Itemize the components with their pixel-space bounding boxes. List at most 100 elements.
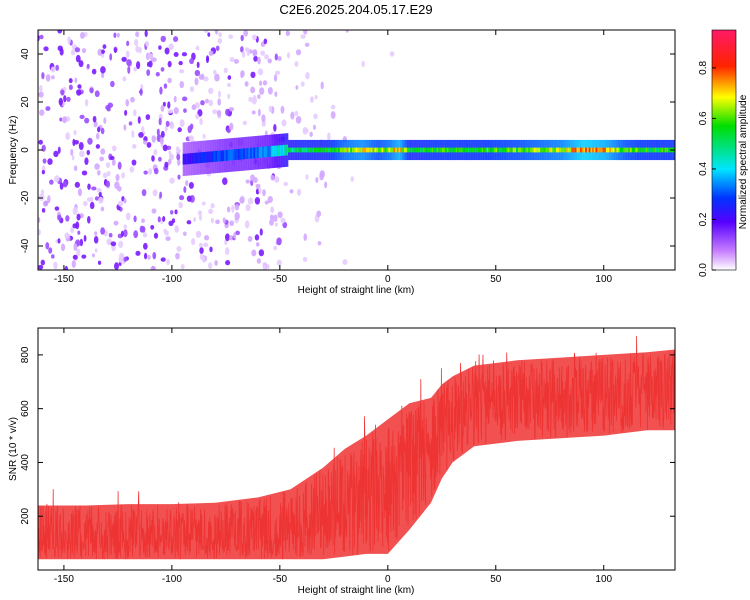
heatmap-cell bbox=[424, 147, 427, 153]
heatmap-cell bbox=[562, 147, 565, 153]
heatmap-cell bbox=[427, 147, 431, 153]
heatmap-cell bbox=[71, 155, 75, 161]
heatmap-cell bbox=[267, 58, 272, 64]
heatmap-cell bbox=[198, 242, 203, 248]
heatmap-cell bbox=[277, 56, 282, 62]
heatmap-cell bbox=[115, 174, 120, 182]
heatmap-cell bbox=[327, 132, 331, 141]
heatmap-cell bbox=[191, 104, 197, 111]
heatmap-cell bbox=[150, 266, 157, 270]
heatmap-cell bbox=[445, 147, 448, 153]
heatmap-cell bbox=[71, 260, 76, 268]
heatmap-cell bbox=[53, 150, 59, 158]
heatmap-cell bbox=[128, 121, 133, 126]
heatmap-cell bbox=[319, 147, 322, 153]
heatmap-cell bbox=[336, 147, 339, 153]
heatmap-cell bbox=[495, 147, 498, 153]
spectrogram-x-ticks: -150 -100 -50 0 50 100 bbox=[54, 30, 613, 285]
heatmap-cell bbox=[612, 147, 615, 153]
heatmap-cell bbox=[257, 94, 261, 99]
heatmap-cell bbox=[541, 147, 545, 153]
heatmap-cell bbox=[486, 147, 489, 153]
heatmap-cell bbox=[267, 146, 270, 158]
heatmap-cell bbox=[590, 147, 593, 153]
heatmap-cell bbox=[222, 150, 225, 162]
heatmap-cell bbox=[286, 30, 291, 36]
heatmap-cell bbox=[521, 147, 524, 153]
heatmap-cell bbox=[70, 49, 76, 56]
heatmap-cell bbox=[208, 151, 211, 163]
heatmap-cell bbox=[153, 232, 159, 239]
heatmap-cell bbox=[623, 147, 626, 153]
chart-title: C2E6.2025.204.05.17.E29 bbox=[279, 2, 432, 17]
heatmap-cell bbox=[153, 167, 159, 175]
heatmap-cell bbox=[92, 115, 97, 123]
heatmap-cell bbox=[384, 147, 387, 153]
heatmap-cell bbox=[151, 57, 157, 63]
heatmap-cell bbox=[72, 254, 78, 260]
heatmap-cell bbox=[165, 120, 170, 127]
heatmap-cell bbox=[350, 176, 354, 182]
heatmap-cell bbox=[159, 191, 163, 199]
snr-x-label: Height of straight line (km) bbox=[298, 585, 415, 596]
heatmap-cell bbox=[103, 117, 107, 124]
heatmap-cell bbox=[650, 147, 653, 153]
heatmap-cell bbox=[361, 60, 365, 68]
heatmap-cell bbox=[360, 147, 363, 153]
heatmap-cell bbox=[258, 187, 262, 194]
heatmap-cell bbox=[268, 105, 273, 113]
heatmap-cell bbox=[133, 109, 137, 117]
heatmap-cell bbox=[574, 147, 577, 153]
heatmap-cell bbox=[178, 60, 183, 66]
heatmap-cell bbox=[516, 147, 519, 153]
heatmap-cell bbox=[199, 247, 204, 255]
heatmap-cell bbox=[343, 147, 346, 153]
heatmap-cell bbox=[383, 147, 386, 153]
heatmap-cell bbox=[208, 50, 214, 56]
heatmap-cell bbox=[507, 147, 510, 153]
heatmap-cell bbox=[431, 147, 434, 153]
heatmap-cell bbox=[661, 147, 664, 153]
snr-x-ticks: -150 -100 -50 0 50 100 bbox=[54, 328, 613, 585]
heatmap-cell bbox=[459, 147, 462, 153]
snr-x-tick-label: -150 bbox=[54, 574, 74, 585]
heatmap-cell bbox=[173, 51, 179, 57]
heatmap-cell bbox=[376, 147, 379, 153]
heatmap-cell bbox=[389, 50, 395, 57]
heatmap-cell bbox=[635, 147, 638, 153]
heatmap-cell bbox=[225, 260, 231, 266]
heatmap-cell bbox=[598, 147, 602, 153]
heatmap-cell bbox=[222, 217, 226, 224]
heatmap-cell bbox=[657, 147, 660, 153]
heatmap-cell bbox=[164, 161, 169, 168]
heatmap-cell bbox=[160, 105, 165, 112]
heatmap-cell bbox=[500, 147, 503, 153]
heatmap-cell bbox=[250, 174, 255, 182]
heatmap-cell bbox=[203, 235, 210, 241]
heatmap-cell bbox=[232, 149, 235, 161]
heatmap-cell bbox=[94, 231, 98, 236]
heatmap-cell bbox=[536, 147, 539, 153]
heatmap-cell bbox=[152, 251, 157, 260]
heatmap-cell bbox=[167, 101, 171, 109]
heatmap-cell bbox=[481, 147, 484, 153]
heatmap-cell bbox=[156, 128, 160, 137]
heatmap-cell bbox=[289, 147, 292, 153]
heatmap-cell bbox=[142, 232, 148, 238]
heatmap-cell bbox=[151, 135, 156, 143]
heatmap-cell bbox=[181, 96, 188, 102]
heatmap-cell bbox=[272, 214, 278, 222]
heatmap-cell bbox=[304, 42, 310, 47]
heatmap-cell bbox=[160, 130, 165, 138]
snr-series-line bbox=[38, 335, 675, 560]
heatmap-cell bbox=[127, 65, 131, 74]
heatmap-cell bbox=[602, 147, 605, 153]
heatmap-cell bbox=[41, 208, 46, 213]
heatmap-cell bbox=[389, 147, 392, 153]
heatmap-cell bbox=[109, 53, 113, 61]
heatmap-cell bbox=[207, 32, 211, 37]
heatmap-cell bbox=[234, 203, 240, 211]
heatmap-cell bbox=[273, 123, 277, 132]
heatmap-cell bbox=[126, 59, 132, 67]
heatmap-cell bbox=[194, 152, 197, 164]
